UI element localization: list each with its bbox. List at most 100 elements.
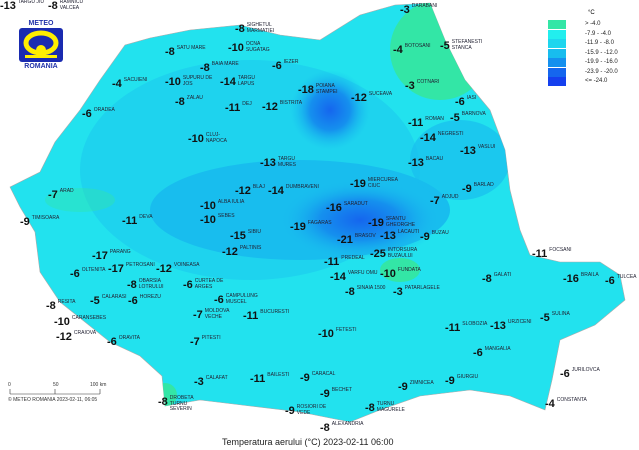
station-value: -12 — [222, 246, 238, 258]
scale-ruler — [9, 389, 101, 395]
station-name: SLOBOZIA — [462, 321, 488, 327]
station-name: CLUJ-NAPOCA — [205, 132, 228, 144]
station-reading: -8 BAIA MARE — [200, 61, 239, 74]
scale-tick-100: 100 km — [90, 382, 107, 388]
station-reading: -3 CALAFAT — [194, 375, 228, 388]
station-name: RAMNICU VALCEA — [59, 0, 84, 11]
station-name: FETESTI — [335, 327, 357, 333]
station-name: SULINA — [551, 311, 570, 317]
station-reading: -18 POIANA STAMPEI — [298, 83, 350, 96]
legend-swatch — [548, 48, 566, 58]
station-reading: -7 ARAD — [48, 188, 74, 201]
station-name: BRASOV — [354, 233, 376, 239]
station-name: ALBA IULIA — [217, 199, 245, 205]
station-reading: -8 OBARSIA LOTRULUI — [127, 278, 173, 291]
station-name: FOCSANI — [549, 247, 572, 253]
station-value: -6 — [82, 108, 92, 120]
station-reading: -10 FUNDATA — [380, 267, 421, 280]
station-name: MIERCUREA CIUC — [367, 177, 398, 189]
scale-tick-50: 50 — [53, 382, 59, 388]
station-reading: -6 CURTEA DE ARGES — [183, 278, 229, 291]
zone-cold-east — [410, 120, 510, 200]
station-value: -8 — [365, 402, 375, 414]
station-name: JURILOVCA — [571, 367, 600, 373]
station-reading: -7 MOLDOVA VECHE — [193, 308, 239, 321]
station-name: GALATI — [493, 272, 512, 278]
station-name: VARFU OMU — [347, 270, 378, 276]
station-name: PITESTI — [201, 335, 221, 341]
station-value: -14 — [220, 76, 236, 88]
station-reading: -8 GALATI — [482, 272, 512, 285]
station-value: -13 — [380, 230, 396, 242]
station-value: -11 — [243, 310, 259, 322]
station-name: VASLUI — [477, 144, 496, 150]
station-name: ORAVITA — [118, 335, 140, 341]
station-value: -6 — [473, 347, 483, 359]
station-name: OLTENITA — [81, 267, 106, 273]
station-value: -6 — [455, 96, 465, 108]
station-value: -9 — [20, 216, 30, 228]
station-reading: -11 DEVA — [122, 214, 153, 227]
station-value: -11 — [408, 117, 424, 129]
legend-label: -19.9 - -16.0 — [585, 59, 618, 65]
station-reading: -12 PALTINIS — [222, 245, 261, 258]
station-value: -18 — [298, 84, 314, 96]
station-value: -8 — [482, 273, 492, 285]
station-value: -8 — [46, 300, 56, 312]
station-reading: -10 SEBES — [200, 213, 235, 226]
station-name: BUZAU — [431, 230, 449, 236]
station-value: -19 — [368, 217, 384, 229]
legend-item: > -4.0 — [548, 20, 618, 29]
station-value: -19 — [350, 178, 366, 190]
station-value: -9 — [420, 231, 430, 243]
station-name: HOREZU — [139, 294, 161, 300]
station-value: -8 — [320, 422, 330, 434]
station-name: BRAILA — [580, 272, 599, 278]
station-name: BISTRITA — [279, 100, 303, 106]
station-name: ROMAN — [425, 116, 444, 122]
station-value: -8 — [165, 46, 175, 58]
station-value: -16 — [326, 202, 342, 214]
station-name: BUCURESTI — [260, 309, 290, 315]
station-value: -11 — [532, 248, 548, 260]
station-name: ADJUD — [441, 194, 459, 200]
station-value: -7 — [48, 189, 58, 201]
station-reading: -9 BUZAU — [420, 230, 449, 243]
legend-swatch — [548, 29, 566, 39]
station-reading: -6 HOREZU — [128, 294, 161, 307]
station-name: TARGU JIU — [17, 0, 44, 5]
station-name: GIURGIU — [456, 374, 479, 380]
station-name: BECHET — [331, 387, 353, 393]
station-value: -11 — [324, 256, 340, 268]
station-reading: -8 ALEXANDRIA — [320, 421, 363, 434]
station-value: -8 — [235, 23, 245, 35]
zone-cold-north — [290, 70, 370, 150]
station-reading: -10 CARANSEBES — [54, 315, 106, 328]
station-reading: -5 STEFANESTI STANCA — [440, 39, 486, 52]
station-reading: -8 TURNU MAGURELE — [365, 401, 411, 414]
legend-item: -7.9 - -4.0 — [548, 29, 618, 39]
station-name: ORADEA — [93, 107, 115, 113]
station-reading: -9 GIURGIU — [445, 374, 479, 387]
zone-very-cold — [280, 180, 440, 260]
station-name: BACAU — [425, 156, 444, 162]
station-reading: -5 CALARASI — [90, 294, 127, 307]
station-value: -3 — [194, 376, 204, 388]
station-value: -19 — [290, 221, 306, 233]
station-name: INTORSURA BUZAULUI — [387, 247, 417, 259]
zone-warm-west — [45, 188, 115, 212]
station-reading: -19 FAGARAS — [290, 220, 332, 233]
station-value: -9 — [285, 405, 295, 417]
station-value: -13 — [490, 320, 506, 332]
station-value: -13 — [0, 0, 16, 12]
station-value: -8 — [158, 396, 168, 408]
station-name: TULCEA — [616, 274, 637, 280]
station-name: OBARSIA LOTRULUI — [138, 278, 164, 290]
station-reading: -11 BAILESTI — [250, 372, 289, 385]
station-reading: -25 INTORSURA BUZAULUI — [370, 247, 422, 260]
station-value: -10 — [228, 42, 244, 54]
station-value: -9 — [300, 372, 310, 384]
station-reading: -6 TULCEA — [605, 274, 637, 287]
station-name: SUPURU DE JOS — [182, 75, 213, 87]
